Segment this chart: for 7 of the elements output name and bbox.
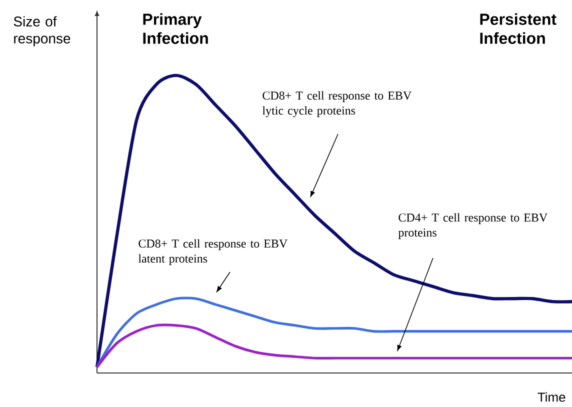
text: Persistent Infection	[480, 13, 556, 44]
annotation: CD8+ T cell response to EBV lytic cycle proteins	[262, 91, 412, 118]
annotation: CD4+ T cell response to EBV proteins	[398, 213, 548, 240]
y-axis-title: Size of response	[14, 16, 70, 46]
annotation: CD8+ T cell response to EBV latent proteins	[138, 239, 288, 266]
text: Primary Infection	[143, 13, 208, 44]
x-axis-title: Time	[538, 392, 566, 402]
